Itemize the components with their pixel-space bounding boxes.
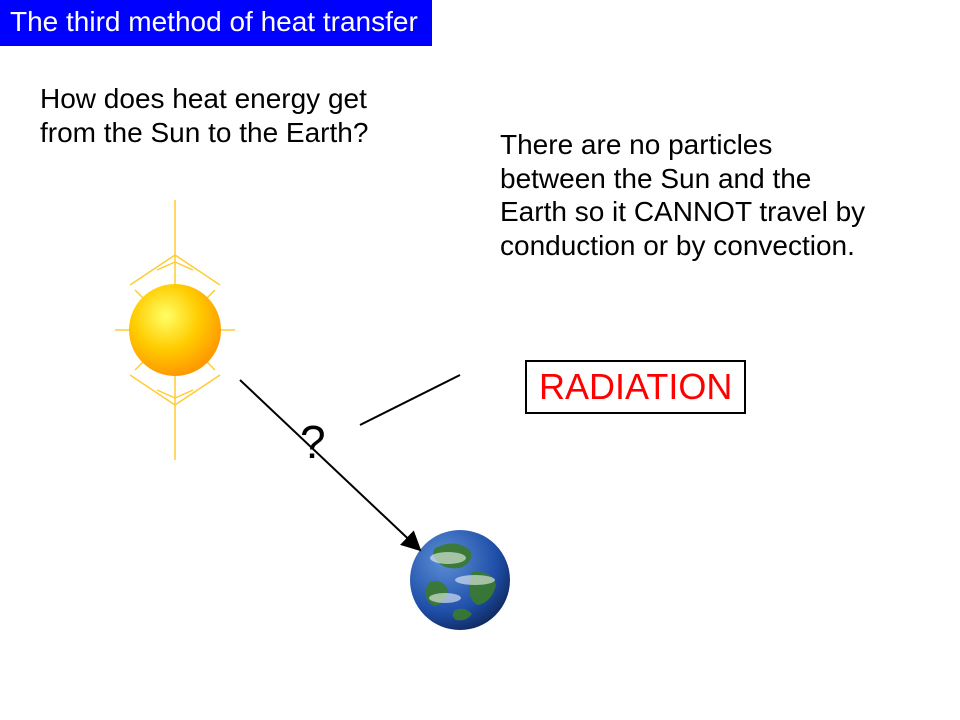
- explanation-text: There are no particles between the Sun a…: [500, 128, 870, 262]
- answer-pointer-line: [360, 375, 460, 425]
- question-text: How does heat energy get from the Sun to…: [40, 82, 400, 149]
- question-mark: ?: [300, 415, 326, 469]
- answer-text: RADIATION: [539, 366, 732, 407]
- page-title: The third method of heat transfer: [10, 6, 418, 37]
- earth-icon: [400, 520, 520, 640]
- sun-icon: [75, 200, 275, 460]
- answer-box: RADIATION: [525, 360, 746, 414]
- title-bar: The third method of heat transfer: [0, 0, 432, 46]
